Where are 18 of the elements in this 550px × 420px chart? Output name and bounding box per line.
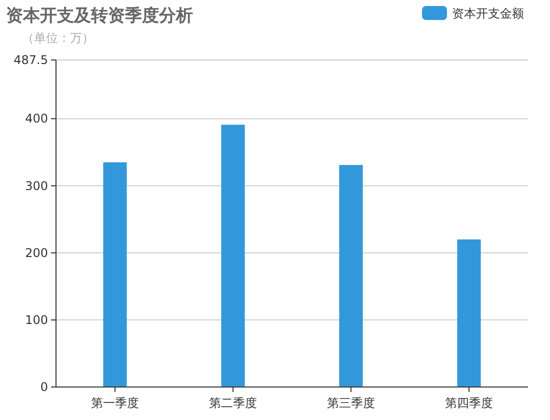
bar xyxy=(339,164,363,387)
chart-subtitle: （单位：万） xyxy=(22,31,94,45)
legend-label: 资本开支金额 xyxy=(452,6,524,20)
x-tick-label: 第三季度 xyxy=(327,396,375,410)
y-tick-label: 300 xyxy=(25,178,48,193)
bar xyxy=(221,124,245,387)
x-tick-label: 第四季度 xyxy=(445,396,493,410)
y-tick-label: 400 xyxy=(25,112,48,126)
legend: 资本开支金额 xyxy=(422,6,524,20)
y-tick-label: 200 xyxy=(25,246,48,260)
chart-title: 资本开支及转资季度分析 xyxy=(6,6,193,26)
y-tick-label: 100 xyxy=(25,312,48,327)
bar xyxy=(103,162,127,387)
y-tick-label: 0 xyxy=(40,380,48,394)
x-tick-label: 第一季度 xyxy=(91,396,139,410)
x-tick-label: 第二季度 xyxy=(209,396,257,410)
y-tick-label: 487.5 xyxy=(14,53,48,67)
bar xyxy=(457,239,481,387)
